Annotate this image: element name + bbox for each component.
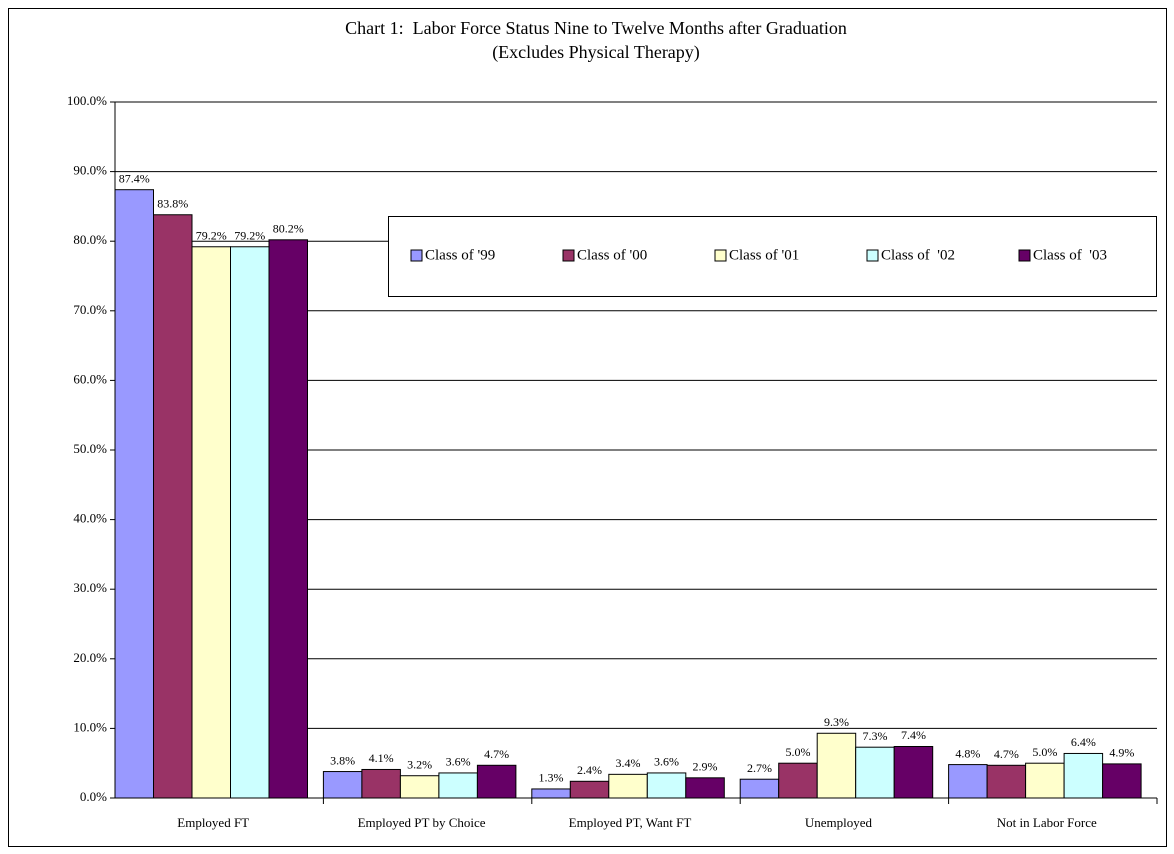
- value-label: 83.8%: [157, 197, 188, 211]
- bar: [438, 772, 478, 799]
- value-label: 9.3%: [824, 715, 849, 729]
- x-tick-label: Not in Labor Force: [997, 815, 1097, 830]
- bar: [816, 732, 857, 799]
- value-label: 3.8%: [330, 753, 355, 767]
- value-label: 5.0%: [785, 745, 810, 759]
- bar: [268, 239, 308, 799]
- bar: [569, 780, 610, 799]
- value-label: 6.4%: [1071, 735, 1096, 749]
- x-tick-label: Employed FT: [177, 815, 249, 830]
- value-label: 2.4%: [577, 763, 602, 777]
- y-tick-label: 0.0%: [80, 789, 107, 804]
- bar: [322, 771, 363, 799]
- bar: [1063, 752, 1104, 799]
- value-label: 3.6%: [446, 755, 471, 769]
- bar: [114, 189, 154, 799]
- value-label: 5.0%: [1032, 745, 1057, 759]
- y-tick-label: 60.0%: [73, 371, 107, 386]
- legend-swatch: [562, 249, 575, 262]
- y-tick-label: 70.0%: [73, 302, 107, 317]
- bar: [476, 764, 517, 799]
- value-label: 4.9%: [1109, 746, 1134, 760]
- value-label: 4.8%: [955, 746, 980, 760]
- value-label: 80.2%: [273, 222, 304, 236]
- value-label: 2.7%: [747, 761, 772, 775]
- y-tick-label: 20.0%: [73, 650, 107, 665]
- bar: [361, 768, 401, 799]
- bar: [608, 773, 648, 799]
- bar: [685, 777, 725, 799]
- bar: [948, 764, 988, 799]
- legend-swatch: [714, 249, 727, 262]
- x-tick-label: Employed PT by Choice: [358, 815, 486, 830]
- chart-subtitle: (Excludes Physical Therapy): [492, 42, 700, 63]
- value-label: 4.7%: [994, 747, 1019, 761]
- value-label: 3.2%: [407, 757, 432, 771]
- bar: [191, 246, 231, 799]
- y-tick-label: 100.0%: [67, 93, 107, 108]
- bar: [531, 788, 571, 799]
- value-label: 79.2%: [234, 229, 265, 243]
- y-tick-label: 90.0%: [73, 163, 107, 178]
- legend-swatch: [410, 249, 423, 262]
- bar: [399, 775, 440, 799]
- value-label: 3.4%: [616, 756, 641, 770]
- bar: [986, 764, 1027, 799]
- bar: [778, 762, 818, 799]
- x-tick-label: Unemployed: [805, 815, 873, 830]
- bar: [739, 778, 780, 799]
- value-label: 4.7%: [484, 747, 509, 761]
- value-label: 7.4%: [901, 728, 926, 742]
- legend-label: Class of '00: [577, 247, 647, 263]
- legend-swatch: [866, 249, 879, 262]
- value-label: 2.9%: [693, 760, 718, 774]
- legend-label: Class of '03: [1033, 247, 1107, 263]
- value-label: 7.3%: [862, 729, 887, 743]
- value-label: 4.1%: [369, 751, 394, 765]
- legend-label: Class of '01: [729, 247, 799, 263]
- bar: [855, 746, 895, 799]
- bar: [153, 214, 193, 799]
- legend-label: Class of '99: [425, 247, 495, 263]
- y-tick-label: 30.0%: [73, 580, 107, 595]
- value-label: 79.2%: [196, 229, 227, 243]
- y-tick-label: 10.0%: [73, 719, 107, 734]
- bar: [1102, 763, 1142, 799]
- value-label: 3.6%: [654, 755, 679, 769]
- chart-title: Chart 1: Labor Force Status Nine to Twel…: [345, 18, 847, 38]
- legend-swatch: [1018, 249, 1031, 262]
- bar: [893, 745, 934, 799]
- legend-label: Class of '02: [881, 247, 955, 263]
- bar: [1025, 762, 1065, 799]
- x-tick-label: Employed PT, Want FT: [569, 815, 692, 830]
- bar: [646, 772, 687, 799]
- bar: [230, 246, 270, 799]
- y-tick-label: 50.0%: [73, 441, 107, 456]
- value-label: 87.4%: [119, 171, 150, 185]
- y-tick-label: 40.0%: [73, 511, 107, 526]
- value-label: 1.3%: [539, 771, 564, 785]
- y-tick-label: 80.0%: [73, 232, 107, 247]
